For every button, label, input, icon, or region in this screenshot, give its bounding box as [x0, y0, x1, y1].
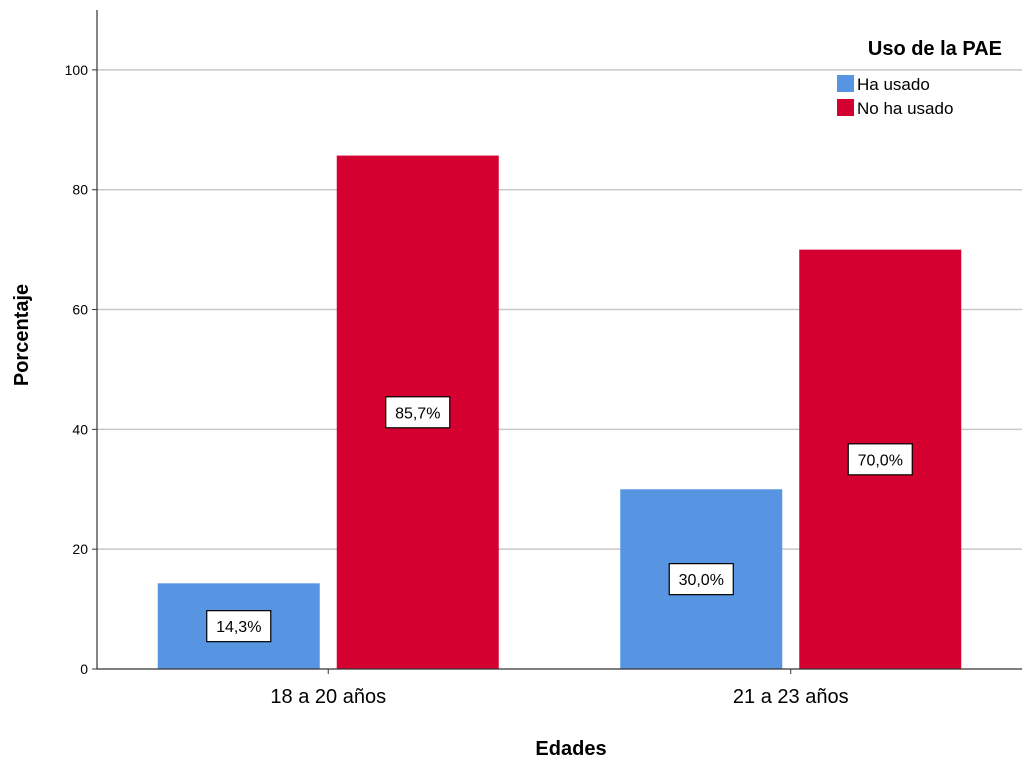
x-tick-label: 21 a 23 años [733, 686, 849, 708]
data-label-box [206, 610, 272, 643]
y-tick-label: 20 [72, 541, 88, 557]
data-labels: 14,3% 85,7% 30,0% 70,0% [206, 396, 913, 643]
y-tick-label: 100 [65, 62, 89, 78]
legend: Uso de la PAE Ha usado No ha usado [837, 38, 1002, 118]
legend-title: Uso de la PAE [868, 38, 1002, 60]
data-label: 85,7% [395, 405, 440, 422]
data-label-box [847, 443, 913, 476]
legend-label: No ha usado [857, 99, 953, 118]
data-label: 30,0% [679, 572, 724, 589]
data-label-box [668, 563, 734, 596]
bars [157, 155, 962, 670]
x-tick-label: 18 a 20 años [270, 686, 386, 708]
y-tick-label: 40 [72, 421, 88, 437]
y-tick-label: 60 [72, 302, 88, 318]
data-label: 70,0% [858, 452, 903, 469]
x-axis-title: Edades [535, 738, 606, 760]
legend-swatch [837, 75, 854, 92]
data-label-box [385, 396, 451, 429]
x-tick-labels: 18 a 20 años 21 a 23 años [270, 669, 849, 708]
legend-items: Ha usado No ha usado [837, 75, 953, 118]
y-tick-labels: 0 20 40 60 80 100 [65, 62, 97, 677]
legend-swatch [837, 99, 854, 116]
y-axis-title: Porcentaje [11, 284, 33, 386]
data-label: 14,3% [216, 619, 261, 636]
axes [96, 10, 1022, 670]
legend-label: Ha usado [857, 75, 930, 94]
y-tick-label: 0 [80, 661, 88, 677]
y-tick-label: 80 [72, 182, 88, 198]
